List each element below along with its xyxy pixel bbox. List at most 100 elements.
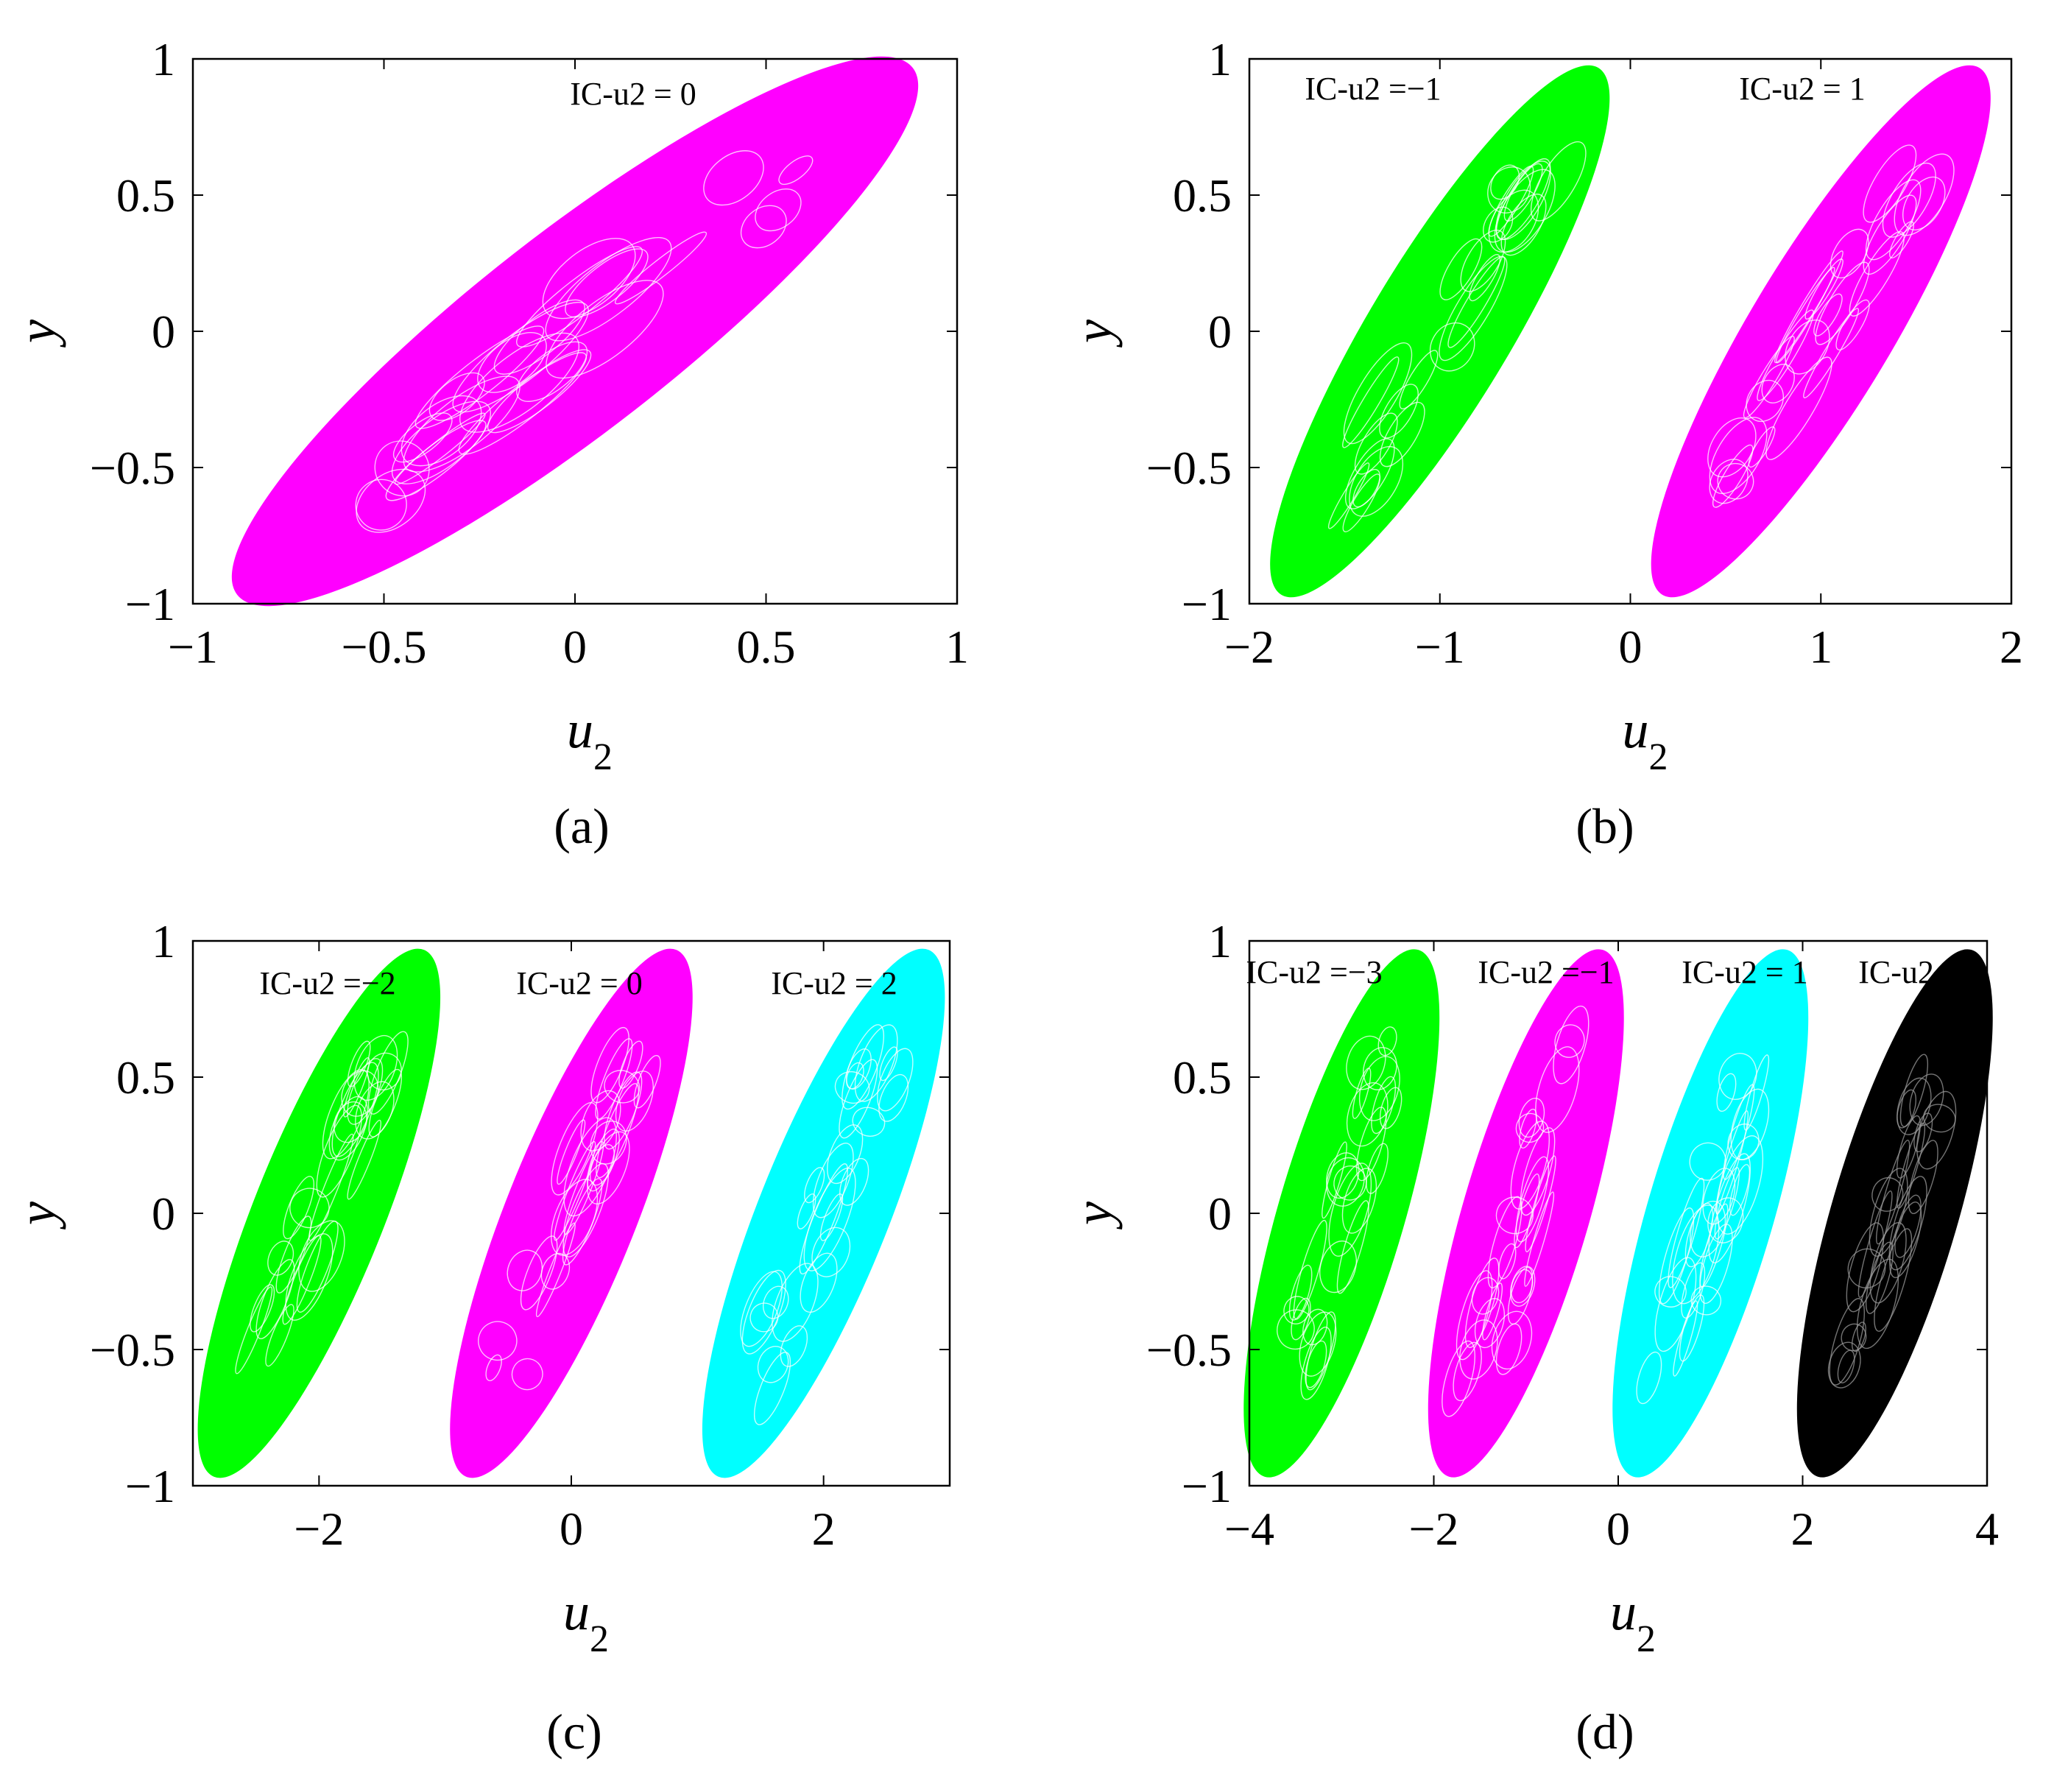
panel-label: (c) (546, 1704, 601, 1760)
orbit-line (753, 1352, 791, 1425)
attractor-1: IC-u2 = 0 (231, 56, 919, 607)
panel-label: (d) (1576, 1704, 1634, 1760)
x-tick-label: −0.5 (341, 621, 426, 673)
orbit-line (1716, 1073, 1737, 1112)
panel-d: IC-u2 =−3 IC-u2 =−1 IC-u2 = 1 IC-u2 = 3 −4 −2… (1064, 915, 1999, 1760)
orbit-line (1847, 1248, 1886, 1288)
orbit-line (1482, 1283, 1503, 1341)
x-tick-label: −1 (1415, 621, 1465, 673)
x-tick-label: −1 (168, 621, 218, 673)
x-tick-label: 0.5 (737, 621, 796, 673)
orbit-line (1888, 1176, 1927, 1271)
orbit-line (563, 1140, 604, 1235)
orbit-line (1483, 206, 1514, 243)
orbit-line (1469, 254, 1501, 302)
orbit-line (1507, 1266, 1534, 1325)
attractor-1: IC-u2 =−2 (197, 948, 441, 1478)
attractor-2: IC-u2 =−1 (1428, 949, 1624, 1478)
orbit-line (590, 1026, 629, 1104)
attractor-4: IC-u2 = 3 (1796, 949, 1993, 1478)
orbit-line (1342, 473, 1381, 532)
orbit-line (797, 1193, 816, 1230)
orbit-line (1487, 1196, 1523, 1288)
orbit-line (1707, 1197, 1744, 1244)
orbit-line (1291, 1297, 1311, 1341)
orbit-line (1871, 1177, 1904, 1212)
orbit-line (1366, 1143, 1389, 1194)
x-tick-label: 1 (1809, 621, 1832, 673)
orbit-line (458, 352, 588, 455)
orbit-line (1673, 1300, 1698, 1377)
orbit-line (308, 1133, 354, 1241)
orbit-line (1776, 267, 1835, 364)
orbit-line (595, 1038, 633, 1120)
y-tick-label: 0.5 (1173, 169, 1232, 222)
orbit-line (353, 1034, 398, 1101)
orbit-line (485, 1354, 502, 1382)
attractor-body (1428, 949, 1624, 1478)
orbit-line (1442, 1340, 1476, 1417)
orbit-line (1328, 1163, 1372, 1257)
orbit-line (819, 1193, 844, 1241)
orbit-line (1495, 160, 1551, 241)
x-tick-label: 1 (945, 621, 969, 673)
orbit-line (250, 1284, 275, 1333)
orbit-line (1684, 1202, 1714, 1268)
orbit-line (1785, 320, 1830, 375)
y-tick-label: −0.5 (90, 1324, 175, 1376)
attractor-1: IC-u2 =−1 (1270, 65, 1610, 598)
orbit-line (614, 231, 708, 305)
orbit-line (401, 395, 482, 467)
orbit-line (334, 1101, 367, 1143)
x-axis-label: u2 (563, 1582, 609, 1660)
orbit-line (1379, 1087, 1402, 1129)
attractor-body (1270, 65, 1610, 598)
orbit-line (1869, 1168, 1908, 1257)
x-tick-label: 0 (1606, 1503, 1630, 1555)
orbit-line (842, 1024, 885, 1110)
orbit-line (1727, 1123, 1760, 1160)
panel-label: (a) (554, 798, 609, 854)
orbit-line (477, 331, 547, 393)
orbit-line (341, 1070, 379, 1117)
y-tick-label: 1 (152, 915, 175, 967)
orbit-line (414, 325, 545, 429)
orbit-line (554, 1140, 596, 1241)
y-axis-label: y (7, 320, 66, 348)
orbit-line (1874, 1228, 1913, 1332)
orbit-line (604, 1070, 641, 1104)
orbit-line (1709, 417, 1768, 495)
attractor-body (702, 948, 945, 1478)
attractor-body (1796, 949, 1993, 1478)
orbit-line (1530, 141, 1587, 222)
orbit-line (1447, 256, 1506, 348)
orbit-line (879, 1046, 898, 1082)
orbit-line (1856, 1258, 1899, 1350)
orbit-line (1488, 166, 1534, 237)
orbit-line (1699, 1224, 1733, 1304)
y-tick-label: 1 (1208, 915, 1232, 967)
orbit-line (1379, 384, 1419, 439)
orbit-line (1897, 1122, 1926, 1209)
orbit-line (1346, 1082, 1389, 1147)
ic-annotation: IC-u2 =−1 (1305, 71, 1441, 107)
orbit-line (385, 420, 487, 501)
orbit-line (1865, 1241, 1894, 1314)
attractor-2: IC-u2 = 1 (1651, 65, 1991, 598)
orbit-line (316, 1104, 362, 1198)
orbit-line (1717, 462, 1754, 500)
orbit-line (780, 1325, 808, 1367)
y-tick-label: −1 (1182, 1460, 1232, 1512)
orbit-line (1636, 1351, 1662, 1405)
orbit-line (516, 341, 588, 402)
orbit-line (1299, 1311, 1337, 1377)
y-tick-label: 0.5 (1173, 1051, 1232, 1104)
orbit-line (615, 1070, 654, 1132)
orbit-line (1765, 356, 1832, 460)
orbit-line (1487, 166, 1531, 214)
orbit-line (428, 372, 485, 421)
orbit-line (1849, 231, 1905, 317)
y-tick-label: −1 (125, 1460, 175, 1512)
x-tick-label: −2 (1224, 621, 1274, 673)
orbit-line (459, 332, 580, 433)
